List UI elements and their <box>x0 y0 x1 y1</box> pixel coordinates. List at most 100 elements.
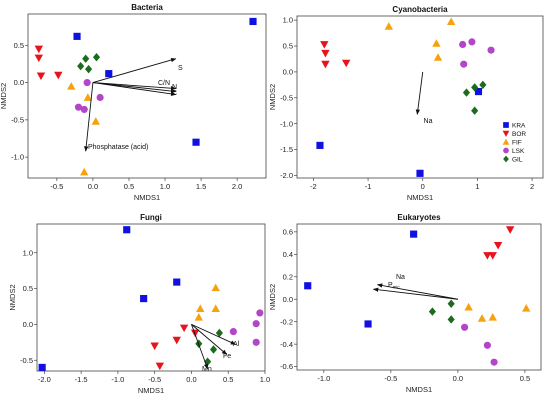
bacteria-point-bor <box>34 45 44 54</box>
fungi-point-fif <box>194 313 204 321</box>
bacteria-title: Bacteria <box>131 3 163 12</box>
eukaryotes-point-fif <box>488 313 497 321</box>
legend-label-kra: KRA <box>512 122 526 129</box>
cyanobacteria-point-fif <box>433 53 443 61</box>
bacteria-point-lsk <box>74 103 83 111</box>
bacteria-xtick-label: -0.5 <box>50 182 63 191</box>
eukaryotes-point-bor <box>483 252 492 260</box>
eukaryotes-point-fif <box>522 304 531 312</box>
cyanobacteria-point-kra <box>416 169 424 177</box>
eukaryotes-point-lsk <box>461 323 469 331</box>
eukaryotes-vector-arrow <box>372 287 458 300</box>
fungi-ytick-label: 0.0 <box>23 320 33 329</box>
cyanobacteria-point-bor <box>342 59 351 68</box>
bacteria-vector-arrow <box>84 82 94 152</box>
fungi-vector-arrow <box>191 324 209 370</box>
cyanobacteria-plot-frame <box>296 15 544 179</box>
bacteria-point-gil <box>82 54 90 63</box>
fungi-xtick-label: -1.5 <box>75 375 88 384</box>
cyanobacteria-point-fif <box>446 17 456 26</box>
eukaryotes-point-lsk <box>483 341 491 349</box>
bacteria-point-fif <box>91 117 100 125</box>
fungi-xtick-label: 0.5 <box>223 375 233 384</box>
bacteria-vector-arrow <box>92 82 177 96</box>
cyanobacteria-point-gil <box>471 83 479 92</box>
fungi-y-axis-label: NMDS2 <box>8 284 17 310</box>
eukaryotes-xtick-label: 0.0 <box>453 374 463 383</box>
bacteria-vector-arrow <box>92 82 177 94</box>
cyanobacteria-title: Cyanobacteria <box>392 5 448 14</box>
fungi-point-lsk <box>256 309 264 317</box>
fungi-title: Fungi <box>140 213 162 222</box>
eukaryotes-point-gil <box>428 307 436 316</box>
bacteria-point-fif <box>83 93 93 101</box>
eukaryotes-point-fif <box>477 314 487 322</box>
bacteria-point-kra <box>249 17 257 26</box>
legend-label-bor: BOR <box>512 131 526 138</box>
eukaryotes-point-kra <box>304 282 312 290</box>
fungi-point-kra <box>173 278 181 286</box>
bacteria-xtick-label: 0.5 <box>124 182 134 191</box>
fungi-xtick-label: -2.0 <box>38 375 51 384</box>
bacteria-vector-label: C <box>172 90 177 97</box>
cyanobacteria-panel: Cyanobacteria -2 -1 0 1 2 -2.0 -1.5 -1.0 -0.5 0.0 0… <box>268 5 544 202</box>
legend-marker-bor <box>502 130 510 137</box>
bacteria-vector-label: Phosphatase (acid) <box>88 144 148 151</box>
cyanobacteria-point-bor <box>321 60 330 69</box>
cyanobacteria-vector-label: Na <box>424 118 433 125</box>
eukaryotes-ytick-label: 0.0 <box>283 295 293 304</box>
fungi-vector-arrow <box>191 324 228 355</box>
fungi-ytick-label: 1.0 <box>23 248 33 257</box>
fungi-xtick-label: 1.0 <box>260 375 270 384</box>
eukaryotes-xtick-label: 0.5 <box>520 374 530 383</box>
fungi-xtick-label: -0.5 <box>148 375 161 384</box>
eukaryotes-point-kra <box>410 230 418 238</box>
cyanobacteria-point-kra <box>474 87 483 96</box>
fungi-x-axis-label: NMDS1 <box>138 386 164 395</box>
eukaryotes-panel: Eukaryotes -1.0 -0.5 0.0 0.5 -0.6 -0.4 -0.2 0.0 0… <box>268 213 542 394</box>
fungi-vector-label: Mn <box>202 366 212 373</box>
eukaryotes-vector-arrow <box>376 283 458 300</box>
fungi-vector-label: Fe <box>223 353 231 360</box>
cyanobacteria-xtick-label: 2 <box>530 182 534 191</box>
bacteria-point-bor <box>36 72 46 81</box>
bacteria-ytick-label: -1.0 <box>11 153 24 162</box>
cyanobacteria-xtick-label: 1 <box>475 182 479 191</box>
fungi-point-fif <box>211 304 220 312</box>
cyanobacteria-ytick-label: -1.0 <box>280 119 293 128</box>
cyanobacteria-xtick-label: -1 <box>365 182 372 191</box>
fungi-point-kra <box>38 363 46 371</box>
eukaryotes-ytick-label: 0.2 <box>283 272 293 281</box>
bacteria-ytick-label: -0.5 <box>11 115 24 124</box>
cyanobacteria-ytick-label: 0.5 <box>283 42 293 51</box>
cyanobacteria-point-bor <box>321 49 330 58</box>
fungi-ytick-label: -0.5 <box>20 356 33 365</box>
fungi-point-bor <box>172 336 181 345</box>
eukaryotes-point-lsk <box>490 358 498 366</box>
cyanobacteria-point-lsk <box>487 46 495 54</box>
fungi-point-fif <box>211 283 220 292</box>
fungi-point-fif <box>196 304 205 312</box>
legend-label-gil: GIL <box>512 156 523 163</box>
fungi-plot-frame <box>36 223 266 372</box>
eukaryotes-vector-label: Na <box>396 274 405 281</box>
bacteria-point-lsk <box>96 93 104 102</box>
cyanobacteria-ytick-label: -0.5 <box>280 93 293 102</box>
bacteria-vector-label: C/N <box>158 80 170 87</box>
eukaryotes-ytick-label: -0.4 <box>280 340 293 349</box>
fungi-point-lsk <box>252 320 260 328</box>
eukaryotes-xtick-label: -0.5 <box>384 374 397 383</box>
bacteria-vector-arrow <box>92 57 177 84</box>
legend-marker-kra <box>503 122 509 128</box>
bacteria-xtick-label: 1.0 <box>160 182 170 191</box>
eukaryotes-point-bor <box>488 252 497 260</box>
eukaryotes-title: Eukaryotes <box>397 213 441 222</box>
fungi-point-kra <box>140 295 148 303</box>
bacteria-y-axis-label: NMDS2 <box>0 83 8 109</box>
fungi-panel: Fungi -2.0 -1.5 -1.0 -0.5 0.0 0.5 1.0 -0.5 0.0 0.5… <box>8 213 270 395</box>
cyanobacteria-point-gil <box>471 106 479 115</box>
cyanobacteria-point-gil <box>462 88 471 97</box>
bacteria-point-kra <box>105 70 113 78</box>
bacteria-plot-frame <box>27 13 267 179</box>
